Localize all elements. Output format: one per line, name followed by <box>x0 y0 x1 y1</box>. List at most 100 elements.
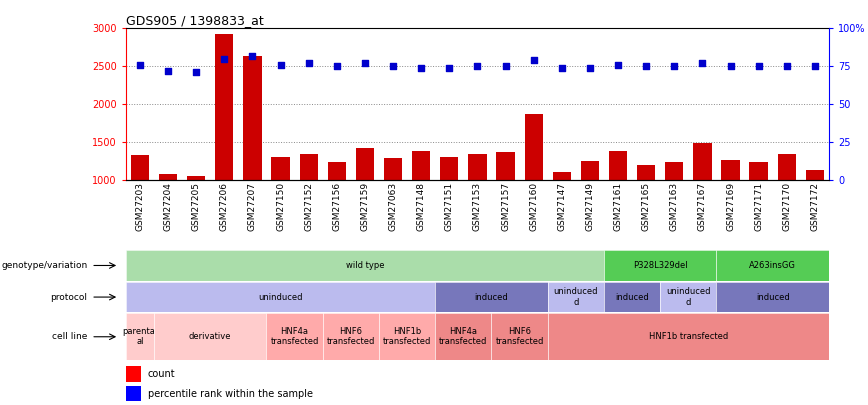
Point <box>189 69 203 76</box>
Text: GSM27148: GSM27148 <box>417 182 425 231</box>
Text: induced: induced <box>615 292 649 302</box>
Bar <box>440 157 458 180</box>
Bar <box>384 158 402 180</box>
Bar <box>524 114 542 180</box>
Bar <box>159 174 177 180</box>
Point <box>246 53 260 59</box>
Text: cell line: cell line <box>52 332 88 341</box>
Bar <box>778 153 796 180</box>
Bar <box>126 386 141 401</box>
Text: HNF1b
transfected: HNF1b transfected <box>383 327 431 346</box>
Text: HNF4a
transfected: HNF4a transfected <box>271 327 319 346</box>
Point <box>724 63 738 70</box>
Text: GSM27156: GSM27156 <box>332 182 341 231</box>
Bar <box>637 165 655 180</box>
Bar <box>694 143 712 180</box>
Text: GSM27165: GSM27165 <box>641 182 651 231</box>
Text: derivative: derivative <box>189 332 232 341</box>
Text: GSM27206: GSM27206 <box>220 182 229 231</box>
Text: GSM27149: GSM27149 <box>585 182 595 231</box>
Text: count: count <box>148 369 175 379</box>
Bar <box>327 162 346 180</box>
Text: uninduced: uninduced <box>259 292 303 302</box>
Text: uninduced
d: uninduced d <box>666 288 711 307</box>
Text: HNF6
transfected: HNF6 transfected <box>496 327 543 346</box>
Text: percentile rank within the sample: percentile rank within the sample <box>148 389 312 399</box>
Bar <box>243 56 261 180</box>
Point <box>161 68 175 74</box>
Bar <box>468 154 487 180</box>
Point <box>611 62 625 68</box>
Text: GSM27063: GSM27063 <box>389 182 398 231</box>
Text: wild type: wild type <box>345 261 385 270</box>
Text: GSM27205: GSM27205 <box>192 182 201 231</box>
Point <box>808 63 822 70</box>
Bar <box>553 172 571 180</box>
Point <box>555 64 569 71</box>
Text: genotype/variation: genotype/variation <box>1 261 88 270</box>
Text: protocol: protocol <box>50 292 88 302</box>
Text: GSM27170: GSM27170 <box>782 182 792 231</box>
Point <box>527 57 541 64</box>
Point <box>695 60 709 66</box>
Text: GSM27203: GSM27203 <box>135 182 144 231</box>
Text: GSM27159: GSM27159 <box>360 182 370 231</box>
Bar <box>131 155 149 180</box>
Text: GSM27151: GSM27151 <box>444 182 454 231</box>
Text: GSM27172: GSM27172 <box>811 182 819 231</box>
Point <box>330 63 344 70</box>
Point <box>752 63 766 70</box>
Point <box>470 63 484 70</box>
Text: parental
al: parental al <box>122 327 158 346</box>
Text: induced: induced <box>475 292 509 302</box>
Point <box>443 64 457 71</box>
Text: GSM27157: GSM27157 <box>501 182 510 231</box>
Bar <box>581 161 599 180</box>
Point <box>302 60 316 66</box>
Text: GSM27167: GSM27167 <box>698 182 707 231</box>
Bar <box>272 157 290 180</box>
Point <box>639 63 653 70</box>
Bar <box>215 34 233 180</box>
Text: GSM27150: GSM27150 <box>276 182 285 231</box>
Bar <box>496 152 515 180</box>
Text: GSM27160: GSM27160 <box>529 182 538 231</box>
Point <box>414 64 428 71</box>
Text: GSM27161: GSM27161 <box>614 182 622 231</box>
Point <box>583 64 597 71</box>
Bar <box>356 148 374 180</box>
Point <box>386 63 400 70</box>
Text: GSM27169: GSM27169 <box>726 182 735 231</box>
Text: GSM27207: GSM27207 <box>248 182 257 231</box>
Text: P328L329del: P328L329del <box>633 261 687 270</box>
Bar <box>721 160 740 180</box>
Bar <box>806 170 824 180</box>
Text: GSM27171: GSM27171 <box>754 182 763 231</box>
Text: induced: induced <box>756 292 790 302</box>
Point <box>133 62 147 68</box>
Bar <box>412 151 431 180</box>
Text: GDS905 / 1398833_at: GDS905 / 1398833_at <box>126 14 264 27</box>
Text: GSM27152: GSM27152 <box>304 182 313 231</box>
Text: GSM27204: GSM27204 <box>163 182 173 231</box>
Bar <box>126 366 141 382</box>
Text: HNF4a
transfected: HNF4a transfected <box>439 327 488 346</box>
Bar <box>608 151 628 180</box>
Bar <box>299 154 318 180</box>
Point <box>667 63 681 70</box>
Text: HNF6
transfected: HNF6 transfected <box>326 327 375 346</box>
Text: GSM27163: GSM27163 <box>670 182 679 231</box>
Point <box>779 63 793 70</box>
Text: uninduced
d: uninduced d <box>554 288 598 307</box>
Text: A263insGG: A263insGG <box>749 261 796 270</box>
Point <box>217 55 231 62</box>
Text: HNF1b transfected: HNF1b transfected <box>648 332 728 341</box>
Text: GSM27153: GSM27153 <box>473 182 482 231</box>
Point <box>273 62 287 68</box>
Bar <box>665 162 683 180</box>
Bar <box>749 162 768 180</box>
Bar <box>187 176 206 180</box>
Point <box>498 63 512 70</box>
Text: GSM27147: GSM27147 <box>557 182 566 231</box>
Point <box>358 60 372 66</box>
